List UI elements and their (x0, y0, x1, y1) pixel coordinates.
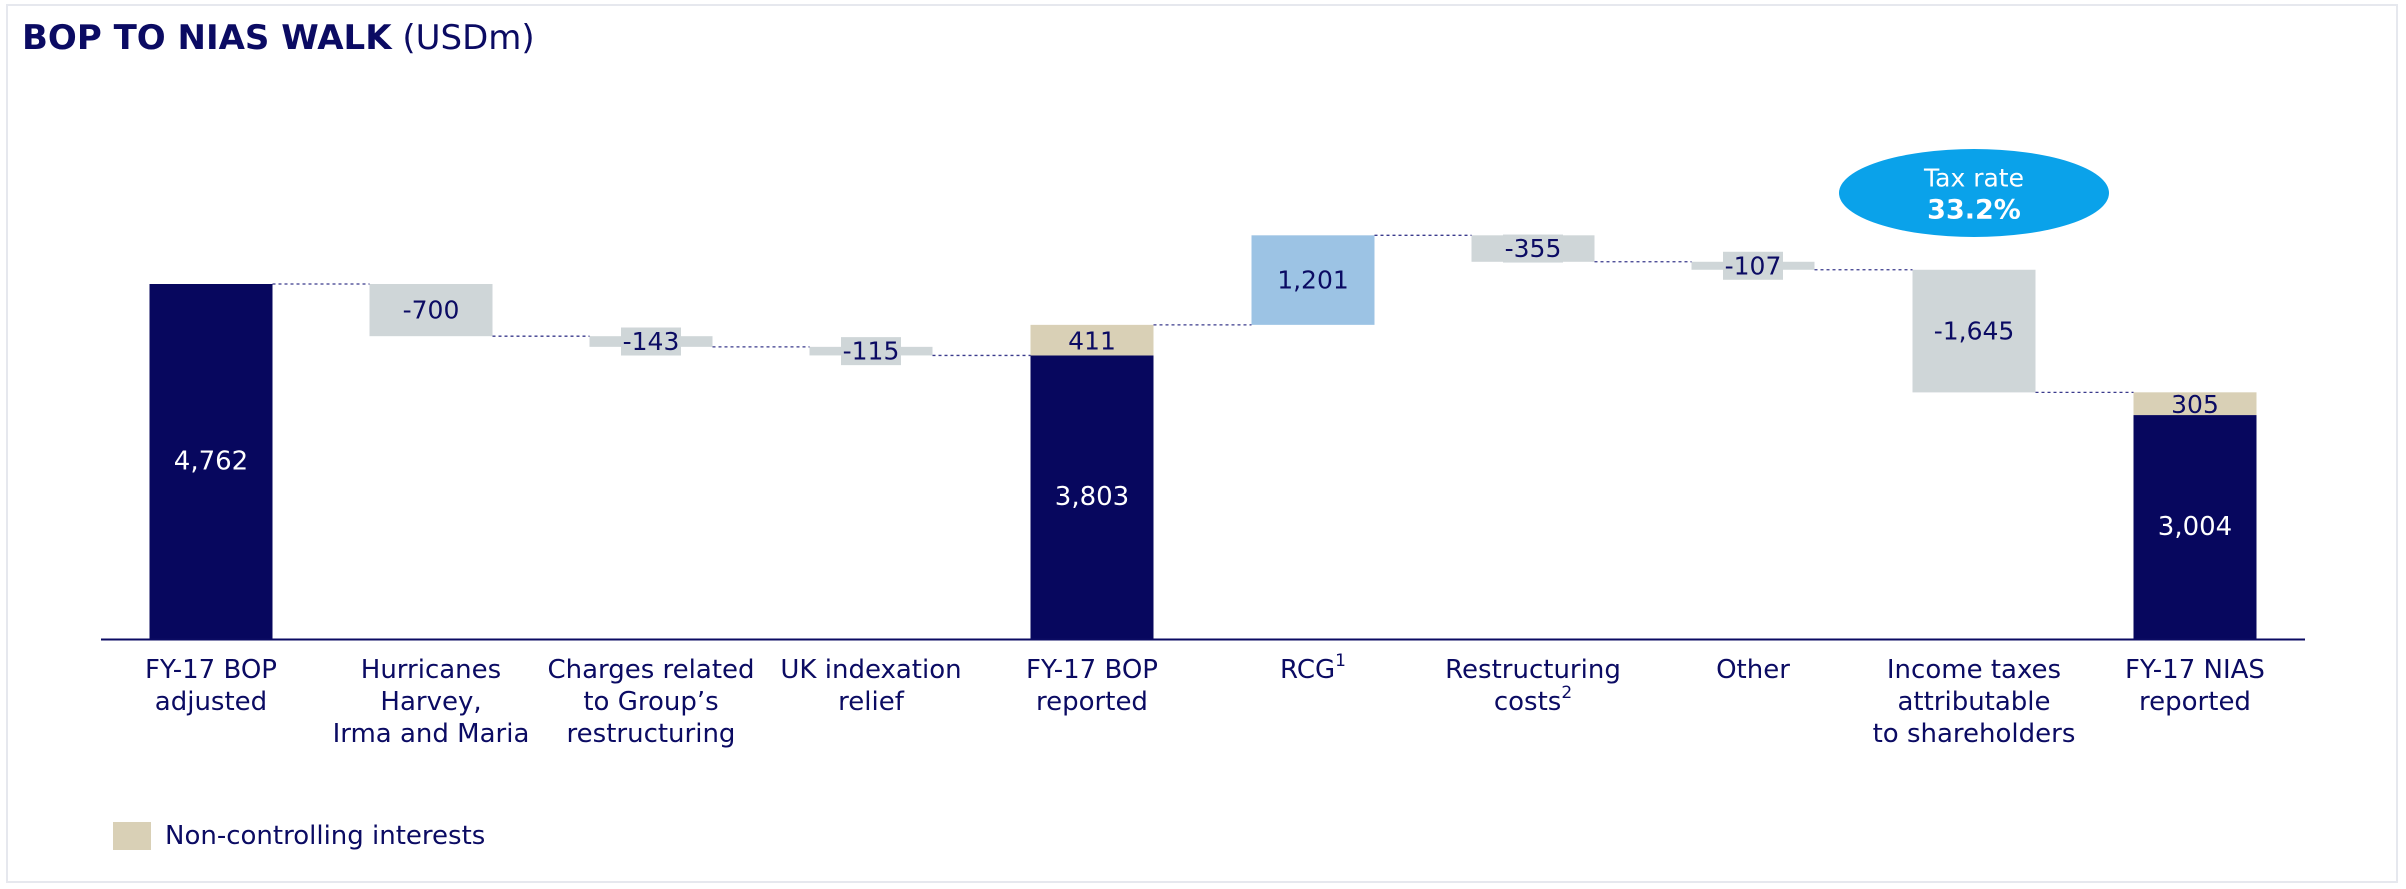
category-label: attributable (1897, 687, 2050, 717)
bar-total (149, 284, 273, 639)
category-label: to shareholders (1873, 719, 2076, 749)
category-label: reported (2139, 687, 2251, 717)
category-label: FY-17 NIAS (2125, 655, 2265, 685)
small-label-bg (1503, 234, 1563, 263)
small-label-bg (841, 337, 901, 366)
bar-value-label: -115 (843, 337, 900, 366)
chart-title-main: BOP TO NIAS WALK (22, 18, 392, 58)
category-label: reported (1036, 687, 1148, 717)
category-label: FY-17 BOP (1026, 655, 1158, 685)
category-label: to Group’s (583, 687, 718, 717)
nci-value-label: 411 (1068, 327, 1116, 356)
chart-frame (6, 4, 2398, 883)
category-label: adjusted (155, 687, 267, 717)
bar-value-label: -700 (403, 296, 460, 325)
category-label: Hurricanes (361, 655, 501, 685)
category-label: costs2 (1494, 683, 1572, 717)
category-label: Irma and Maria (333, 719, 530, 749)
legend-swatch-nci (113, 822, 151, 850)
bar-nci (2133, 392, 2257, 416)
bar-value-label: 1,201 (1277, 266, 1349, 295)
nci-value-label: 305 (2171, 390, 2219, 419)
bar-value-label: 3,803 (1055, 482, 1129, 512)
tax-rate-badge-label: Tax rate (1923, 164, 2024, 193)
category-label: Charges related (547, 655, 754, 685)
tax-rate-badge (1839, 149, 2109, 237)
bar-delta (369, 284, 493, 337)
bar-value-label: -355 (1505, 234, 1562, 263)
category-label: relief (838, 687, 905, 717)
bar-value-label: -107 (1725, 251, 1782, 280)
bar-total (2133, 415, 2257, 639)
legend-label: Non-controlling interests (165, 821, 486, 851)
small-label-bg (1723, 251, 1783, 280)
bar-value-label: 4,762 (174, 447, 248, 477)
bar-value-label: -143 (623, 327, 680, 356)
chart-title-unit: (USDm) (402, 18, 535, 58)
bar-delta (1251, 235, 1375, 325)
bar-value-label: 3,004 (2158, 512, 2232, 542)
category-label: Restructuring (1445, 655, 1621, 685)
small-label-bg (621, 327, 681, 356)
bar-delta (1912, 269, 2036, 393)
tax-rate-badge-value: 33.2% (1927, 195, 2021, 226)
category-label: restructuring (567, 719, 736, 749)
bar-total (1030, 355, 1154, 639)
bar-value-label: -1,645 (1934, 317, 2015, 346)
category-label: FY-17 BOP (145, 655, 277, 685)
legend: Non-controlling interests (113, 821, 485, 851)
category-label: RCG1 (1280, 651, 1346, 685)
category-label: Income taxes (1887, 655, 2061, 685)
category-label: Harvey, (380, 687, 481, 717)
chart-title: BOP TO NIAS WALK (USDm) (22, 18, 535, 58)
category-label: Other (1716, 655, 1790, 685)
bar-nci (1030, 324, 1154, 356)
category-label: UK indexation (780, 655, 961, 685)
